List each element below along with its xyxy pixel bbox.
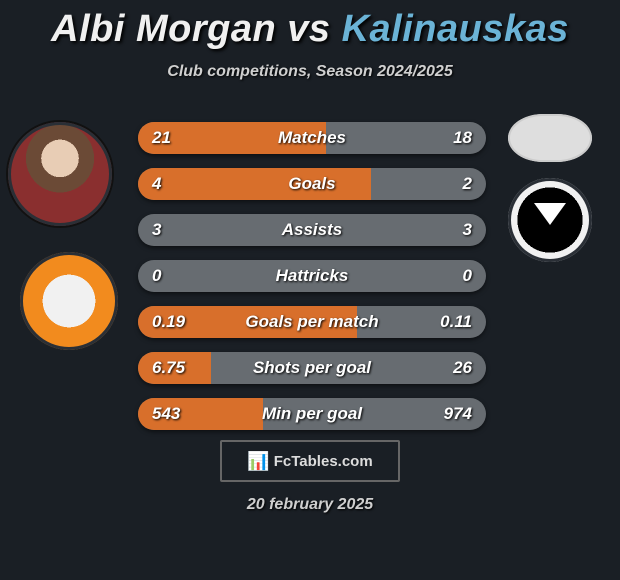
stat-label: Goals: [225, 174, 399, 194]
stat-row: 6.75Shots per goal26: [138, 352, 486, 384]
stat-value-right: 0.11: [399, 312, 486, 332]
stat-value-right: 26: [399, 358, 486, 378]
player2-avatar: [508, 114, 592, 162]
stat-row: 21Matches18: [138, 122, 486, 154]
stat-value-right: 2: [399, 174, 486, 194]
stat-value-left: 3: [138, 220, 225, 240]
watermark: 📊 FcTables.com: [220, 440, 400, 482]
player1-club-badge: [20, 252, 118, 350]
watermark-text: FcTables.com: [274, 453, 373, 470]
stat-value-left: 0: [138, 266, 225, 286]
stat-row: 0Hattricks0: [138, 260, 486, 292]
player2-club-badge: [508, 178, 592, 262]
date-label: 20 february 2025: [0, 496, 620, 514]
stat-row: 543Min per goal974: [138, 398, 486, 430]
stat-value-right: 0: [399, 266, 486, 286]
stat-row: 4Goals2: [138, 168, 486, 200]
stat-value-right: 18: [399, 128, 486, 148]
title-player1: Albi Morgan: [51, 8, 276, 50]
stat-value-left: 21: [138, 128, 225, 148]
stat-label: Goals per match: [225, 312, 399, 332]
title-vs: vs: [287, 8, 330, 50]
player1-avatar: [8, 122, 112, 226]
page-title: Albi Morgan vs Kalinauskas: [0, 0, 620, 51]
stat-value-left: 543: [138, 404, 225, 424]
stats-table: 21Matches18 4Goals2 3Assists3 0Hattricks0 0.…: [138, 122, 486, 444]
title-player2: Kalinauskas: [342, 8, 569, 50]
stat-value-left: 0.19: [138, 312, 225, 332]
stat-value-left: 6.75: [138, 358, 225, 378]
subtitle: Club competitions, Season 2024/2025: [0, 63, 620, 81]
stat-row: 3Assists3: [138, 214, 486, 246]
stat-label: Matches: [225, 128, 399, 148]
stat-label: Min per goal: [225, 404, 399, 424]
stat-label: Shots per goal: [225, 358, 399, 378]
stat-value-left: 4: [138, 174, 225, 194]
chart-icon: 📊: [247, 451, 269, 472]
stat-value-right: 974: [399, 404, 486, 424]
stat-label: Assists: [225, 220, 399, 240]
stat-row: 0.19Goals per match0.11: [138, 306, 486, 338]
stat-label: Hattricks: [225, 266, 399, 286]
stat-value-right: 3: [399, 220, 486, 240]
comparison-infographic: Albi Morgan vs Kalinauskas Club competit…: [0, 0, 620, 580]
